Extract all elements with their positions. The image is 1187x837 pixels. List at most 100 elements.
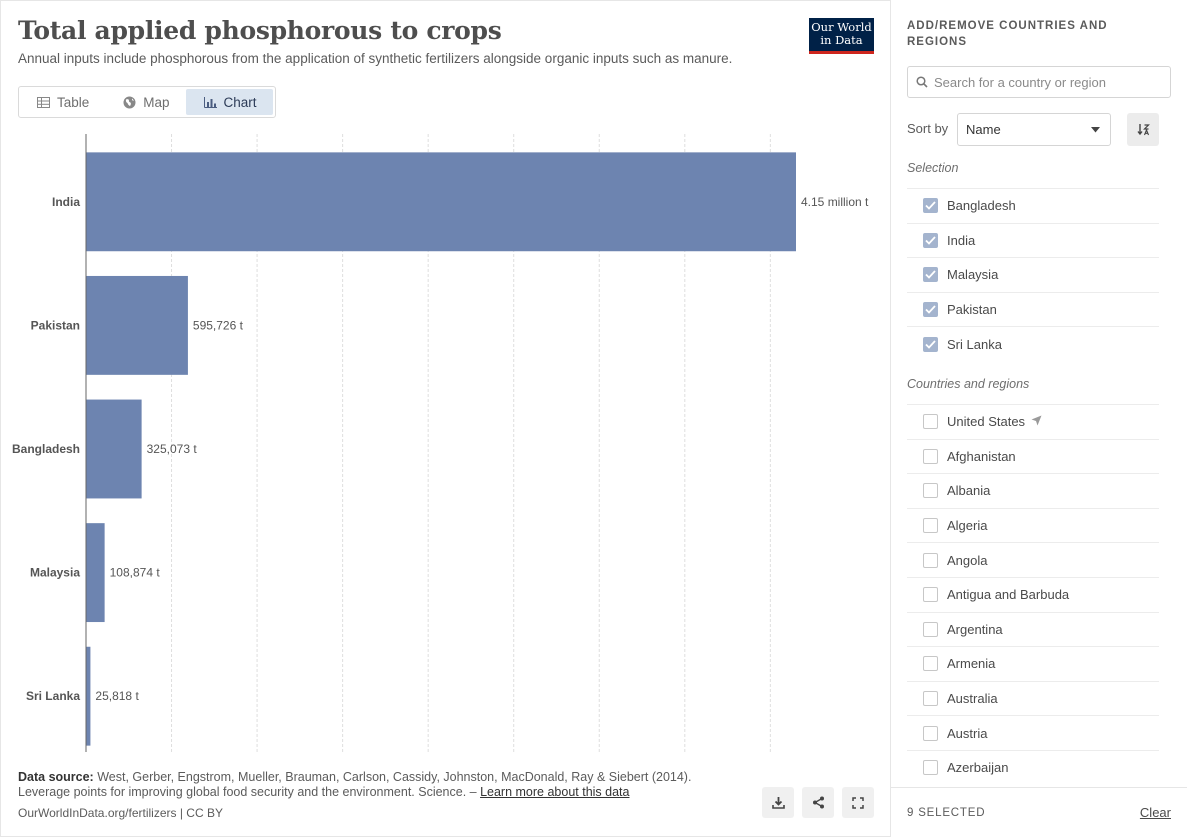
category-label: Bangladesh: [12, 442, 80, 456]
selected-list: Bangladesh India Malaysia Pakistan Sri Lanka: [907, 188, 1159, 361]
checkbox[interactable]: [923, 691, 938, 707]
entity-row[interactable]: Bangladesh: [907, 188, 1159, 223]
clear-button[interactable]: Clear: [1139, 805, 1171, 820]
entity-row[interactable]: Angola: [907, 542, 1159, 577]
share-icon: [812, 796, 824, 809]
entity-selector: ADD/REMOVE COUNTRIES AND REGIONS Sort by…: [890, 0, 1187, 837]
entity-row[interactable]: Afghanistan: [907, 438, 1159, 474]
tab-table[interactable]: Table: [19, 87, 105, 117]
checkbox-checked[interactable]: [923, 267, 938, 283]
download-icon: [771, 797, 785, 809]
location-arrow-icon: [1031, 414, 1042, 429]
checkbox[interactable]: [923, 448, 938, 464]
entity-row[interactable]: India: [907, 222, 1159, 258]
sort-by-label: Sort by: [907, 121, 949, 136]
entity-row[interactable]: Armenia: [907, 646, 1159, 681]
entity-row[interactable]: Antigua and Barbuda: [907, 576, 1159, 612]
checkbox[interactable]: [923, 518, 938, 534]
entity-row[interactable]: Albania: [907, 473, 1159, 508]
checkbox-checked[interactable]: [923, 336, 938, 352]
table-icon: [37, 96, 50, 108]
entity-label: Argentina: [947, 621, 1003, 637]
checkbox[interactable]: [923, 656, 938, 672]
entity-label: Armenia: [947, 656, 996, 672]
entity-row[interactable]: Malaysia: [907, 257, 1159, 292]
entity-label: Bangladesh: [947, 198, 1016, 214]
checkbox[interactable]: [923, 552, 938, 568]
checkbox-checked[interactable]: [923, 302, 938, 318]
data-source-text2: Leverage points for improving global foo…: [18, 785, 481, 799]
value-label: 595,726 t: [193, 318, 244, 332]
data-source-label: Data source:: [18, 770, 94, 784]
category-label: Sri Lanka: [26, 689, 80, 703]
data-source: Data source: West, Gerber, Engstrom, Mue…: [18, 770, 738, 785]
view-tabs: Table Map Chart: [18, 86, 276, 118]
checkbox[interactable]: [923, 414, 938, 430]
sidebar-heading: ADD/REMOVE COUNTRIES AND REGIONS: [907, 20, 1108, 48]
data-source-line2: Leverage points for improving global foo…: [18, 785, 738, 800]
checkbox[interactable]: [923, 483, 938, 499]
sidebar-footer: 9 SELECTED Clear: [891, 787, 1187, 837]
globe-icon: [123, 96, 136, 108]
chart-footer: Data source: West, Gerber, Engstrom, Mue…: [18, 770, 738, 821]
entity-row[interactable]: Sri Lanka: [907, 326, 1159, 361]
share-button[interactable]: [802, 787, 834, 818]
value-label: 25,818 t: [95, 689, 139, 703]
sort-order-button[interactable]: [1127, 113, 1159, 146]
tab-chart-label: Chart: [223, 94, 257, 110]
tab-map[interactable]: Map: [105, 87, 185, 117]
logo-line2: in Data: [820, 33, 863, 47]
category-label: Malaysia: [30, 566, 80, 580]
entity-label: Azerbaijan: [947, 760, 1009, 776]
download-button[interactable]: [762, 787, 794, 818]
tab-chart[interactable]: Chart: [185, 89, 273, 115]
entity-label: Afghanistan: [947, 448, 1016, 464]
checkbox-checked[interactable]: [923, 198, 938, 214]
chart-icon: [203, 96, 217, 108]
search-icon: [916, 76, 928, 88]
checkbox[interactable]: [923, 760, 938, 776]
category-label: India: [52, 195, 80, 209]
chart-actions: [762, 787, 874, 818]
entity-row[interactable]: Australia: [907, 680, 1159, 716]
checkbox[interactable]: [923, 587, 938, 603]
entity-label: Pakistan: [947, 302, 997, 318]
entity-label: Angola: [947, 552, 988, 568]
entity-label: Albania: [947, 483, 991, 499]
entity-row[interactable]: Azerbaijan: [907, 749, 1159, 785]
data-source-text: West, Gerber, Engstrom, Mueller, Brauman…: [93, 770, 692, 784]
entity-row[interactable]: Austria: [907, 715, 1159, 750]
fullscreen-icon: [852, 796, 864, 809]
bar-india: [86, 152, 796, 252]
fullscreen-button[interactable]: [842, 787, 874, 818]
search-input[interactable]: [934, 74, 1164, 90]
entity-row[interactable]: Argentina: [907, 611, 1159, 647]
checkbox-checked[interactable]: [923, 232, 938, 248]
value-label: 325,073 t: [147, 442, 198, 456]
checkbox[interactable]: [923, 621, 938, 637]
category-label: Pakistan: [31, 318, 80, 332]
value-label: 4.15 million t: [801, 195, 869, 209]
checkbox[interactable]: [923, 725, 938, 741]
country-list: United States Afghanistan Albania Algeria An…: [907, 404, 1159, 785]
chart-title: Total applied phosphorous to crops: [18, 16, 502, 45]
sort-value: Name: [966, 122, 1001, 137]
bar-chart: India 4.15 million t Pakistan 595,726 t Bang…: [12, 134, 869, 752]
entity-label: Australia: [947, 691, 998, 707]
logo-line1: Our World: [811, 20, 872, 34]
sort-select[interactable]: Name: [957, 113, 1111, 146]
entity-label: India: [947, 232, 976, 248]
entity-row[interactable]: United States: [907, 404, 1159, 439]
selected-count: 9 SELECTED: [907, 807, 986, 819]
bar-bangladesh: [86, 399, 142, 499]
entity-label: Austria: [947, 725, 988, 741]
sort-order-icon: [1136, 124, 1150, 136]
site-license: OurWorldInData.org/fertilizers | CC BY: [18, 806, 223, 820]
chevron-down-icon: [1091, 126, 1100, 132]
search-box[interactable]: [907, 66, 1171, 98]
entity-row[interactable]: Algeria: [907, 507, 1159, 543]
entity-row[interactable]: Pakistan: [907, 291, 1159, 327]
owid-logo[interactable]: Our World in Data: [809, 18, 874, 54]
tab-map-label: Map: [143, 94, 170, 110]
learn-more-link[interactable]: Learn more about this data: [480, 785, 630, 799]
